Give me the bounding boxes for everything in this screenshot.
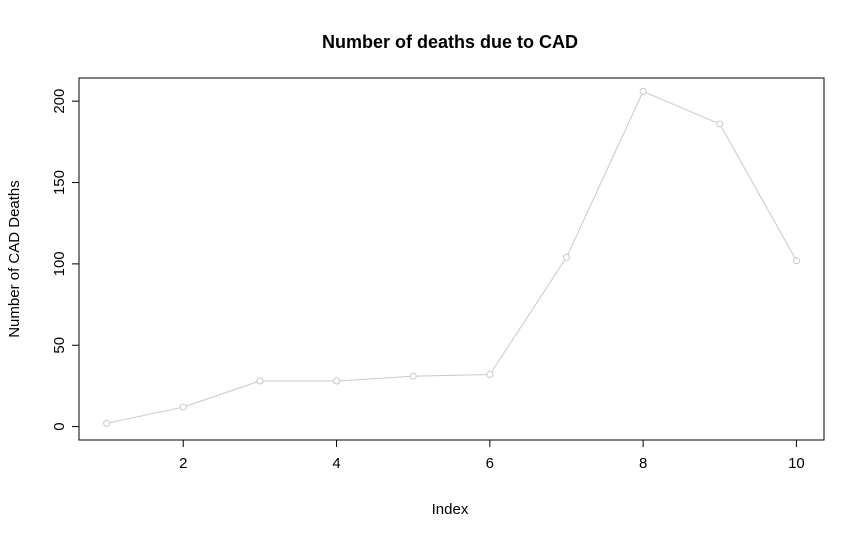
chart-title: Number of deaths due to CAD: [322, 32, 578, 52]
data-point: [334, 378, 340, 384]
y-tick-label: 0: [51, 422, 68, 430]
x-tick-label: 10: [788, 455, 805, 472]
x-tick-label: 6: [486, 455, 494, 472]
series-line-segment: [646, 93, 717, 123]
series-line-segment: [110, 408, 181, 423]
data-point: [257, 378, 263, 384]
series-line-segment: [491, 260, 564, 372]
x-tick-label: 8: [639, 455, 647, 472]
data-point: [487, 372, 493, 378]
series-line-segment: [186, 382, 257, 406]
y-axis: 0 50 100 150 200: [51, 89, 79, 431]
data-point: [640, 88, 646, 94]
series-line-segment: [340, 376, 411, 381]
data-point: [410, 373, 416, 379]
series-line-segment: [721, 127, 795, 258]
y-tick-label: 50: [51, 337, 68, 354]
data-point: [180, 404, 186, 410]
y-tick-label: 100: [51, 251, 68, 276]
x-axis-label: Index: [432, 501, 469, 518]
x-tick-label: 2: [179, 455, 187, 472]
y-tick-label: 200: [51, 89, 68, 114]
y-tick-label: 150: [51, 170, 68, 195]
data-point: [563, 254, 569, 260]
series-layer: [104, 88, 800, 426]
x-axis: 2 4 6 8 10: [179, 440, 805, 472]
series-line-segment: [568, 94, 642, 255]
series-line-segment: [416, 375, 487, 376]
data-point: [793, 258, 799, 264]
data-point: [104, 420, 110, 426]
data-point: [717, 121, 723, 127]
x-tick-label: 4: [332, 455, 340, 472]
plot-frame: [79, 78, 824, 440]
y-axis-label: Number of CAD Deaths: [6, 180, 23, 338]
